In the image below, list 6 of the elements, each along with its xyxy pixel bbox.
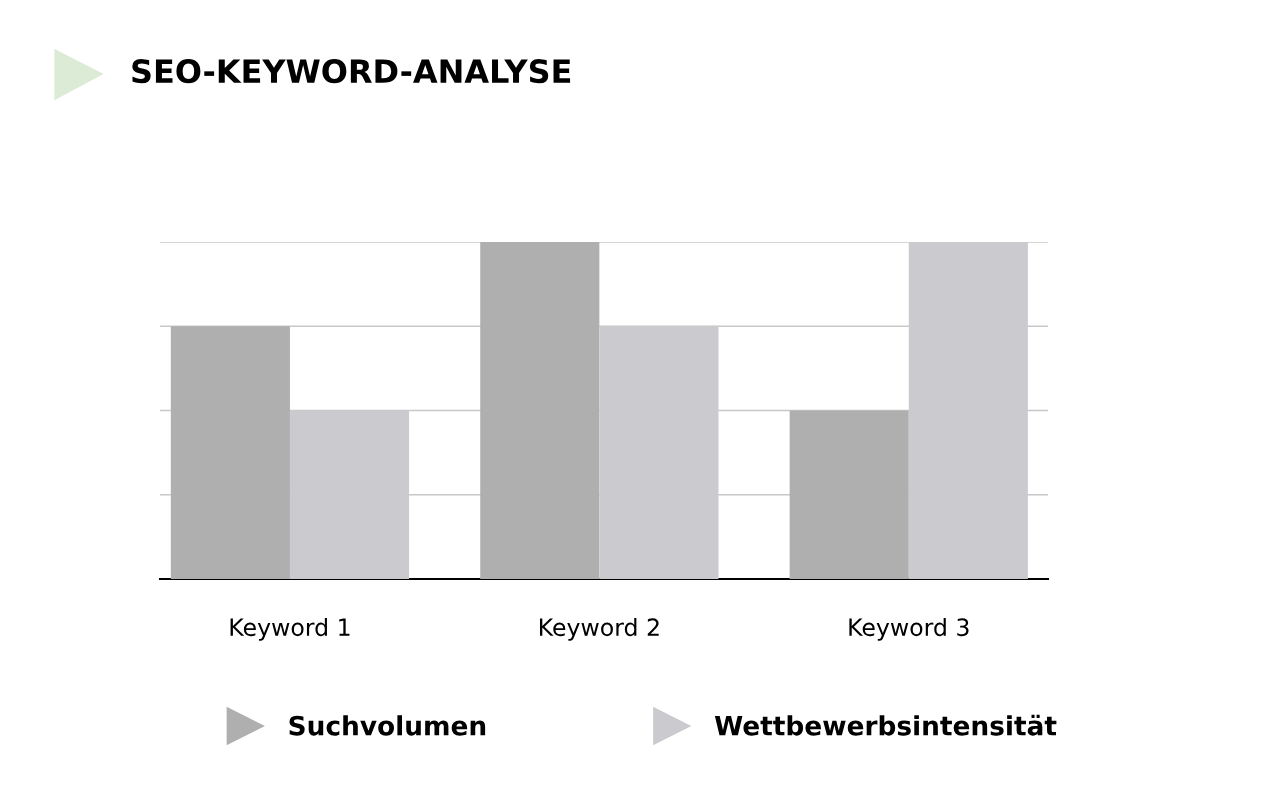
x-tick-label: Keyword 2	[539, 617, 659, 641]
chart-title: SEO-KEYWORD-ANALYSE	[132, 59, 571, 84]
legend-label: Wettbewerbsintensität	[714, 714, 1057, 736]
legend-label: Suchvolumen	[289, 715, 486, 736]
x-tick-label: Keyword 3	[849, 617, 969, 641]
x-tick-label: Keyword 1	[230, 617, 350, 641]
